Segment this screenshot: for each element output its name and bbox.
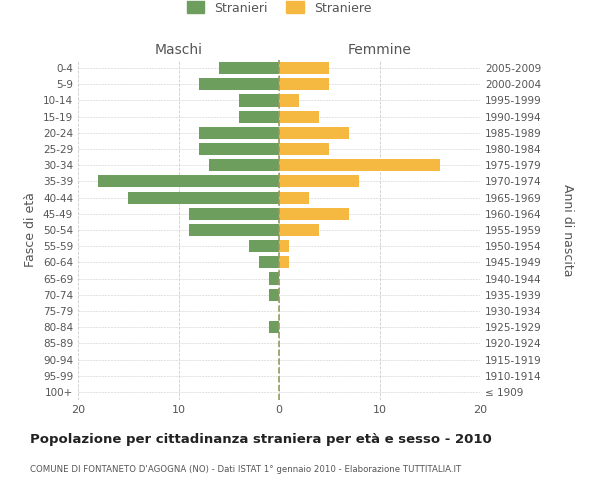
Bar [199, 143, 279, 155]
Bar [269, 288, 279, 301]
Bar [239, 94, 279, 106]
Bar [269, 272, 279, 284]
Bar [279, 159, 440, 172]
Bar [279, 110, 319, 122]
Bar [279, 192, 309, 203]
Bar [199, 78, 279, 90]
Bar [279, 240, 289, 252]
Bar [279, 256, 289, 268]
Y-axis label: Fasce di età: Fasce di età [25, 192, 37, 268]
Text: Maschi: Maschi [155, 44, 203, 58]
Text: COMUNE DI FONTANETO D'AGOGNA (NO) - Dati ISTAT 1° gennaio 2010 - Elaborazione TU: COMUNE DI FONTANETO D'AGOGNA (NO) - Dati… [30, 466, 461, 474]
Bar [279, 127, 349, 139]
Bar [279, 143, 329, 155]
Text: Femmine: Femmine [347, 44, 412, 58]
Bar [218, 62, 279, 74]
Bar [188, 224, 279, 236]
Bar [249, 240, 279, 252]
Bar [98, 176, 279, 188]
Bar [279, 94, 299, 106]
Bar [279, 78, 329, 90]
Bar [209, 159, 279, 172]
Bar [279, 62, 329, 74]
Bar [279, 176, 359, 188]
Bar [239, 110, 279, 122]
Bar [269, 321, 279, 333]
Bar [199, 127, 279, 139]
Bar [128, 192, 279, 203]
Bar [188, 208, 279, 220]
Y-axis label: Anni di nascita: Anni di nascita [561, 184, 574, 276]
Bar [279, 208, 349, 220]
Text: Popolazione per cittadinanza straniera per età e sesso - 2010: Popolazione per cittadinanza straniera p… [30, 432, 492, 446]
Bar [259, 256, 279, 268]
Bar [279, 224, 319, 236]
Legend: Stranieri, Straniere: Stranieri, Straniere [182, 0, 376, 20]
